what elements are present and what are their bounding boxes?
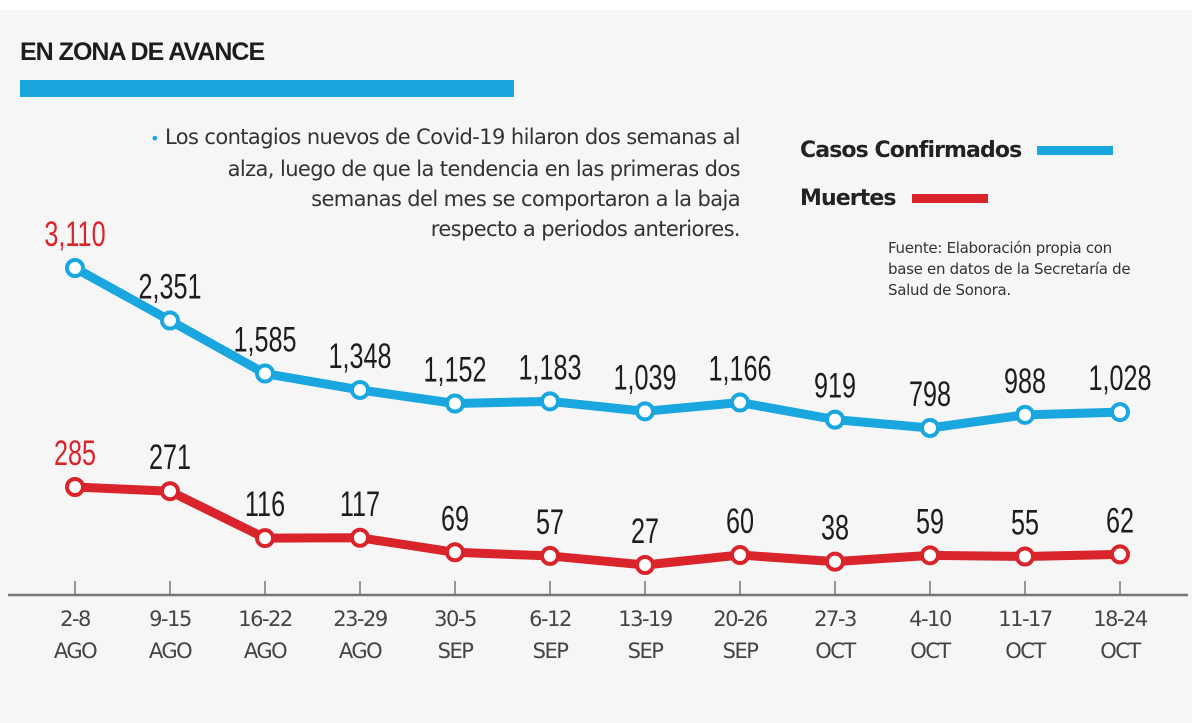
source-line-2: base en datos de la Secretaría de bbox=[888, 260, 1131, 278]
data-point-casos bbox=[920, 418, 940, 438]
data-label-casos: 1,166 bbox=[708, 350, 771, 389]
legend-item-muertes: Muertes bbox=[800, 186, 988, 211]
data-point-muertes bbox=[920, 545, 940, 566]
data-label-muertes: 285 bbox=[54, 434, 96, 473]
data-point-muertes bbox=[1015, 546, 1035, 567]
data-label-casos: 1,039 bbox=[613, 358, 676, 397]
title-accent-bar bbox=[20, 80, 514, 97]
data-point-muertes bbox=[65, 477, 85, 497]
data-label-casos: 1,348 bbox=[328, 337, 391, 376]
data-point-muertes bbox=[160, 481, 180, 502]
data-label-muertes: 69 bbox=[441, 499, 469, 538]
data-label-casos: 988 bbox=[1004, 362, 1046, 401]
x-tick-label-range: 18-24 bbox=[1093, 607, 1148, 631]
data-label-muertes: 117 bbox=[340, 485, 380, 524]
data-label-casos: 919 bbox=[814, 367, 856, 406]
source-line-3: Salud de Sonora. bbox=[888, 281, 1011, 299]
summary-text: • Los contagios nuevos de Covid-19 hilar… bbox=[40, 122, 741, 244]
summary-line-4: respecto a periodos anteriores. bbox=[430, 217, 741, 241]
summary-line-2: alza, luego de que la tendencia en las p… bbox=[227, 157, 741, 181]
data-label-casos: 2,351 bbox=[138, 268, 201, 307]
x-tick-label-month: SEP bbox=[533, 639, 569, 663]
data-point-muertes bbox=[540, 545, 560, 566]
x-tick-label-range: 9-15 bbox=[149, 607, 191, 631]
source-line-1: Fuente: Elaboración propia con bbox=[888, 239, 1112, 257]
chart-panel bbox=[0, 10, 1192, 723]
legend-label-casos: Casos Confirmados bbox=[800, 138, 1022, 163]
data-point-muertes bbox=[1110, 544, 1130, 565]
x-tick-label-range: 6-12 bbox=[529, 607, 571, 631]
data-point-casos bbox=[730, 392, 750, 413]
data-point-casos bbox=[540, 391, 560, 412]
data-label-muertes: 57 bbox=[536, 503, 564, 542]
data-label-casos: 3,110 bbox=[44, 215, 105, 254]
x-tick-label-month: OCT bbox=[1100, 639, 1141, 663]
x-tick-label-month: AGO bbox=[244, 639, 287, 663]
data-label-muertes: 60 bbox=[726, 502, 754, 541]
data-point-casos bbox=[635, 401, 655, 422]
data-point-muertes bbox=[635, 555, 655, 575]
data-point-casos bbox=[255, 363, 275, 384]
x-tick-label-range: 30-5 bbox=[434, 607, 476, 631]
data-label-muertes: 271 bbox=[149, 438, 191, 477]
data-label-muertes: 27 bbox=[631, 512, 659, 551]
x-tick-label-month: OCT bbox=[910, 639, 951, 663]
x-tick-label-range: 4-10 bbox=[909, 607, 951, 631]
x-tick-label-range: 27-3 bbox=[814, 607, 856, 631]
data-point-muertes bbox=[255, 528, 275, 549]
data-point-casos bbox=[350, 379, 370, 400]
data-point-casos bbox=[825, 409, 845, 430]
summary-line-3: semanas del mes se comportaron a la baja bbox=[311, 187, 740, 211]
data-label-muertes: 38 bbox=[821, 509, 849, 548]
data-label-casos: 798 bbox=[909, 375, 951, 414]
data-label-casos: 1,028 bbox=[1088, 359, 1151, 398]
data-point-muertes bbox=[730, 545, 750, 566]
summary-line-1: Los contagios nuevos de Covid-19 hilaron… bbox=[165, 125, 741, 149]
source-note: Fuente: Elaboración propia con base en d… bbox=[888, 238, 1198, 301]
data-point-casos bbox=[445, 393, 465, 414]
x-tick-label-range: 13-19 bbox=[618, 607, 672, 631]
x-tick-label-month: SEP bbox=[723, 639, 759, 663]
x-tick-label-range: 2-8 bbox=[60, 607, 90, 631]
data-point-casos bbox=[1015, 404, 1035, 425]
x-tick-label-month: OCT bbox=[1005, 639, 1046, 663]
x-tick-label-month: AGO bbox=[339, 639, 382, 663]
legend-swatch-casos bbox=[1037, 146, 1114, 155]
x-tick-label-month: AGO bbox=[54, 639, 97, 663]
data-point-casos bbox=[65, 258, 85, 278]
data-point-muertes bbox=[350, 527, 370, 548]
data-point-muertes bbox=[825, 551, 845, 572]
x-tick-label-month: SEP bbox=[438, 639, 474, 663]
data-label-casos: 1,183 bbox=[518, 348, 581, 387]
data-label-muertes: 62 bbox=[1106, 501, 1134, 540]
x-tick-label-month: OCT bbox=[815, 639, 856, 663]
x-tick-label-month: AGO bbox=[149, 639, 192, 663]
legend-swatch-muertes bbox=[911, 194, 988, 203]
bullet-icon: • bbox=[150, 129, 159, 148]
data-point-casos bbox=[1110, 402, 1130, 423]
data-label-muertes: 55 bbox=[1011, 504, 1039, 543]
legend-item-casos: Casos Confirmados bbox=[800, 138, 1114, 163]
series-line-muertes bbox=[70, 482, 1125, 570]
x-tick-label-range: 11-17 bbox=[998, 607, 1052, 631]
data-label-muertes: 116 bbox=[245, 485, 285, 524]
x-tick-label-range: 16-22 bbox=[238, 607, 292, 631]
data-point-casos bbox=[160, 310, 180, 331]
data-point-muertes bbox=[445, 542, 465, 563]
x-tick-label-range: 20-26 bbox=[713, 607, 768, 631]
chart-title: EN ZONA DE AVANCE bbox=[20, 38, 265, 66]
legend-label-muertes: Muertes bbox=[800, 186, 896, 211]
x-tick-label-month: SEP bbox=[628, 639, 664, 663]
data-label-casos: 1,585 bbox=[233, 321, 296, 360]
data-label-casos: 1,152 bbox=[423, 351, 486, 390]
series-line-casos bbox=[70, 263, 1125, 433]
data-label-muertes: 59 bbox=[916, 502, 944, 541]
x-tick-label-range: 23-29 bbox=[333, 607, 387, 631]
